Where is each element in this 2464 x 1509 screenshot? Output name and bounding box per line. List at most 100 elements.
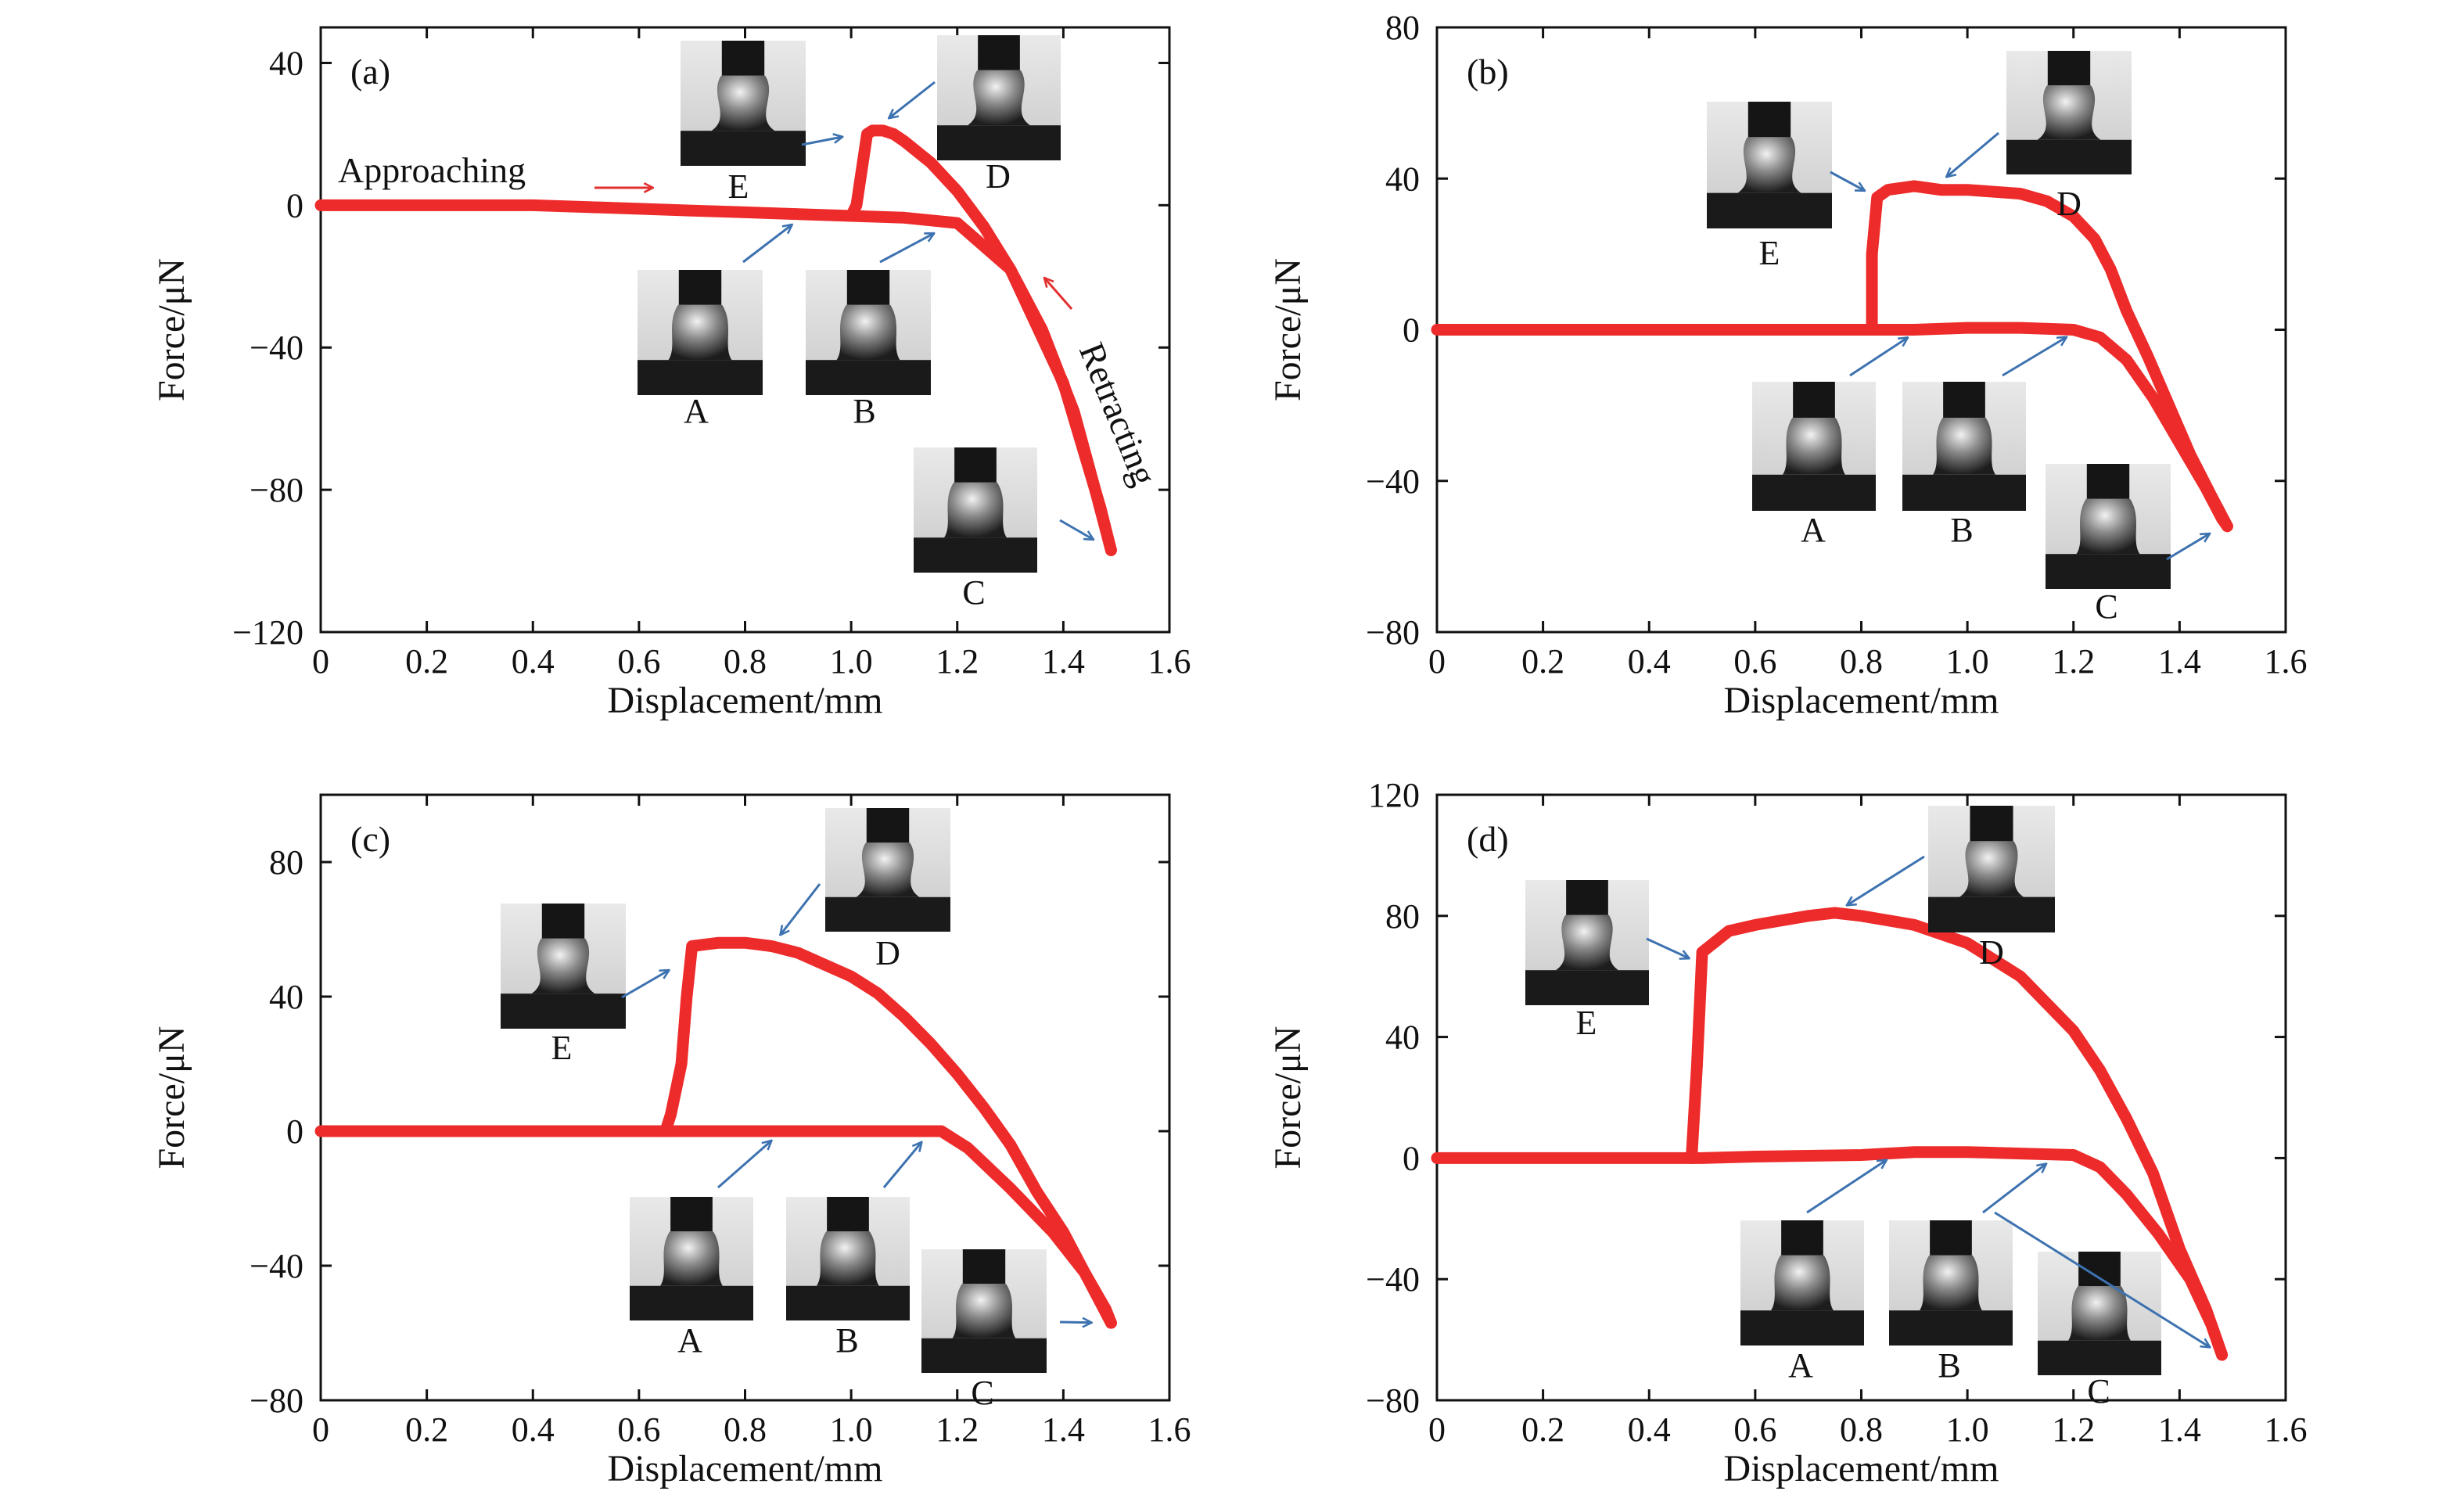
chart-panel-a: 0 0.2 0.4 0.6 0.8 1.0 1.2 1.4 1.6 −120 −80 −40 0 40 Di… — [151, 26, 1191, 721]
droplet-shape — [1920, 1255, 1982, 1311]
inset-photo-b-b — [1902, 382, 2026, 511]
droplet-shape — [952, 1284, 1016, 1338]
droplet-shape — [2076, 498, 2140, 555]
marker-label-a: A — [677, 1321, 702, 1360]
pointer-arrow — [1646, 937, 1690, 958]
marker-label-b: B — [853, 392, 875, 430]
marker-label-c: C — [2095, 587, 2117, 626]
x-tick-label: 1.0 — [830, 642, 873, 681]
x-tick-label: 0.2 — [405, 1410, 448, 1449]
marker-label-a: A — [1788, 1346, 1813, 1385]
chart-panel-d: 0 0.2 0.4 0.6 0.8 1.0 1.2 1.4 1.6 −80 −40 0 40 80 120 D… — [1267, 776, 2308, 1489]
chart-panel-b: 0 0.2 0.4 0.6 0.8 1.0 1.2 1.4 1.6 −80 −40 0 40 80 Disp… — [1267, 9, 2308, 721]
inset-photo-c-c — [921, 1249, 1047, 1373]
series-line-retracting — [845, 124, 1117, 556]
marker-label-b: B — [1938, 1346, 1960, 1385]
y-axis-label: Force/μN — [1267, 258, 1309, 401]
pointer-arrow — [742, 225, 792, 264]
x-tick-label: 0.4 — [512, 642, 555, 681]
inset-photo-d-c — [2038, 1252, 2161, 1375]
x-tick-label: 0 — [312, 1410, 329, 1449]
x-axis-label: Displacement/mm — [1724, 1448, 1999, 1489]
marker-label-a: A — [684, 392, 709, 430]
marker-label-d: D — [1979, 933, 2004, 972]
pointer-arrow — [1849, 337, 1908, 377]
droplet-shape — [660, 1231, 723, 1286]
marker-label-e: E — [1759, 234, 1780, 272]
pointer-arrow — [801, 137, 842, 146]
marker-label-b: B — [1950, 511, 1973, 549]
inset-photo-b-e — [1707, 102, 1832, 228]
x-tick-label: 0.8 — [724, 642, 767, 681]
pointer-arrow — [717, 1141, 771, 1189]
droplet-shape — [1771, 1255, 1834, 1311]
inset-photo-b-c — [2046, 464, 2171, 589]
marker-label-d: D — [875, 934, 900, 972]
y-tick-label: −40 — [250, 1247, 304, 1285]
marker-label-d: D — [986, 157, 1011, 196]
x-tick-label: 1.2 — [936, 1410, 979, 1449]
droplet-shape — [2068, 1286, 2131, 1341]
inset-photo-a-d — [937, 35, 1061, 160]
inset-photo-c-d — [825, 808, 950, 932]
chart-panel-c: 0 0.2 0.4 0.6 0.8 1.0 1.2 1.4 1.6 −80 −40 0 40 80 Disp… — [151, 793, 1191, 1489]
x-axis-label: Displacement/mm — [608, 1448, 883, 1489]
series-line-retracting — [1866, 180, 2233, 533]
x-tick-label: 0.8 — [724, 1410, 767, 1449]
x-axis-label: Displacement/mm — [1724, 680, 1999, 721]
x-tick-label: 0.4 — [512, 1410, 555, 1449]
retracting-arrow — [1044, 278, 1073, 310]
droplet-shape — [856, 843, 920, 897]
x-tick-label: 1.4 — [2158, 1410, 2201, 1449]
x-tick-label: 0.2 — [405, 642, 448, 681]
y-tick-label: −80 — [1366, 1381, 1420, 1420]
droplet-shape — [836, 304, 900, 361]
pointer-arrow — [2166, 534, 2210, 561]
droplet-shape — [531, 938, 595, 994]
droplet-shape — [1933, 418, 1995, 475]
x-tick-label: 1.0 — [1946, 642, 1989, 681]
approaching-label: Approaching — [338, 150, 526, 190]
inset-photo-b-d — [2006, 51, 2132, 174]
droplet-shape — [2037, 85, 2101, 140]
droplet-shape — [817, 1231, 879, 1286]
y-tick-label: 40 — [1385, 1019, 1420, 1057]
droplet-shape — [968, 70, 1030, 126]
inset-photo-b-a — [1752, 382, 1876, 511]
series-line-retracting — [659, 936, 1117, 1329]
droplet-shape — [1959, 841, 2024, 897]
droplet-shape — [1783, 418, 1845, 475]
droplet-shape — [1737, 137, 1801, 193]
x-tick-label: 0 — [1428, 642, 1446, 681]
y-tick-label: 40 — [1385, 160, 1420, 198]
marker-label-c: C — [2087, 1372, 2110, 1410]
x-tick-label: 0.8 — [1840, 642, 1883, 681]
y-axis-label: Force/μN — [151, 258, 192, 401]
marker-label-c: C — [971, 1374, 993, 1412]
droplet-shape — [668, 304, 732, 361]
y-tick-label: −80 — [1366, 613, 1420, 652]
pointer-arrow — [1946, 131, 1999, 177]
pointer-arrow — [1994, 1211, 2210, 1347]
panel-label: (c) — [350, 819, 390, 859]
marker-label-e: E — [1576, 1004, 1597, 1042]
x-tick-label: 0 — [1428, 1410, 1446, 1449]
inset-photo-d-b — [1889, 1220, 2013, 1346]
inset-photo-a-c — [914, 447, 1037, 573]
y-tick-label: 0 — [1403, 1139, 1420, 1177]
x-tick-label: 1.4 — [1042, 1410, 1085, 1449]
inset-photo-a-b — [806, 270, 931, 395]
marker-label-e: E — [728, 167, 749, 206]
panel-label: (a) — [350, 52, 390, 92]
droplet-shape — [1556, 914, 1618, 971]
y-axis-label: Force/μN — [1267, 1026, 1309, 1169]
x-tick-label: 0.2 — [1521, 642, 1564, 681]
series-line-approaching — [1431, 1146, 2229, 1361]
x-tick-label: 1.2 — [936, 642, 979, 681]
x-tick-label: 1.2 — [2052, 1410, 2095, 1449]
pointer-arrow — [879, 233, 934, 264]
y-axis-label: Force/μN — [151, 1026, 192, 1169]
inset-photo-d-e — [1525, 880, 1649, 1005]
pointer-arrow — [1059, 1322, 1092, 1323]
